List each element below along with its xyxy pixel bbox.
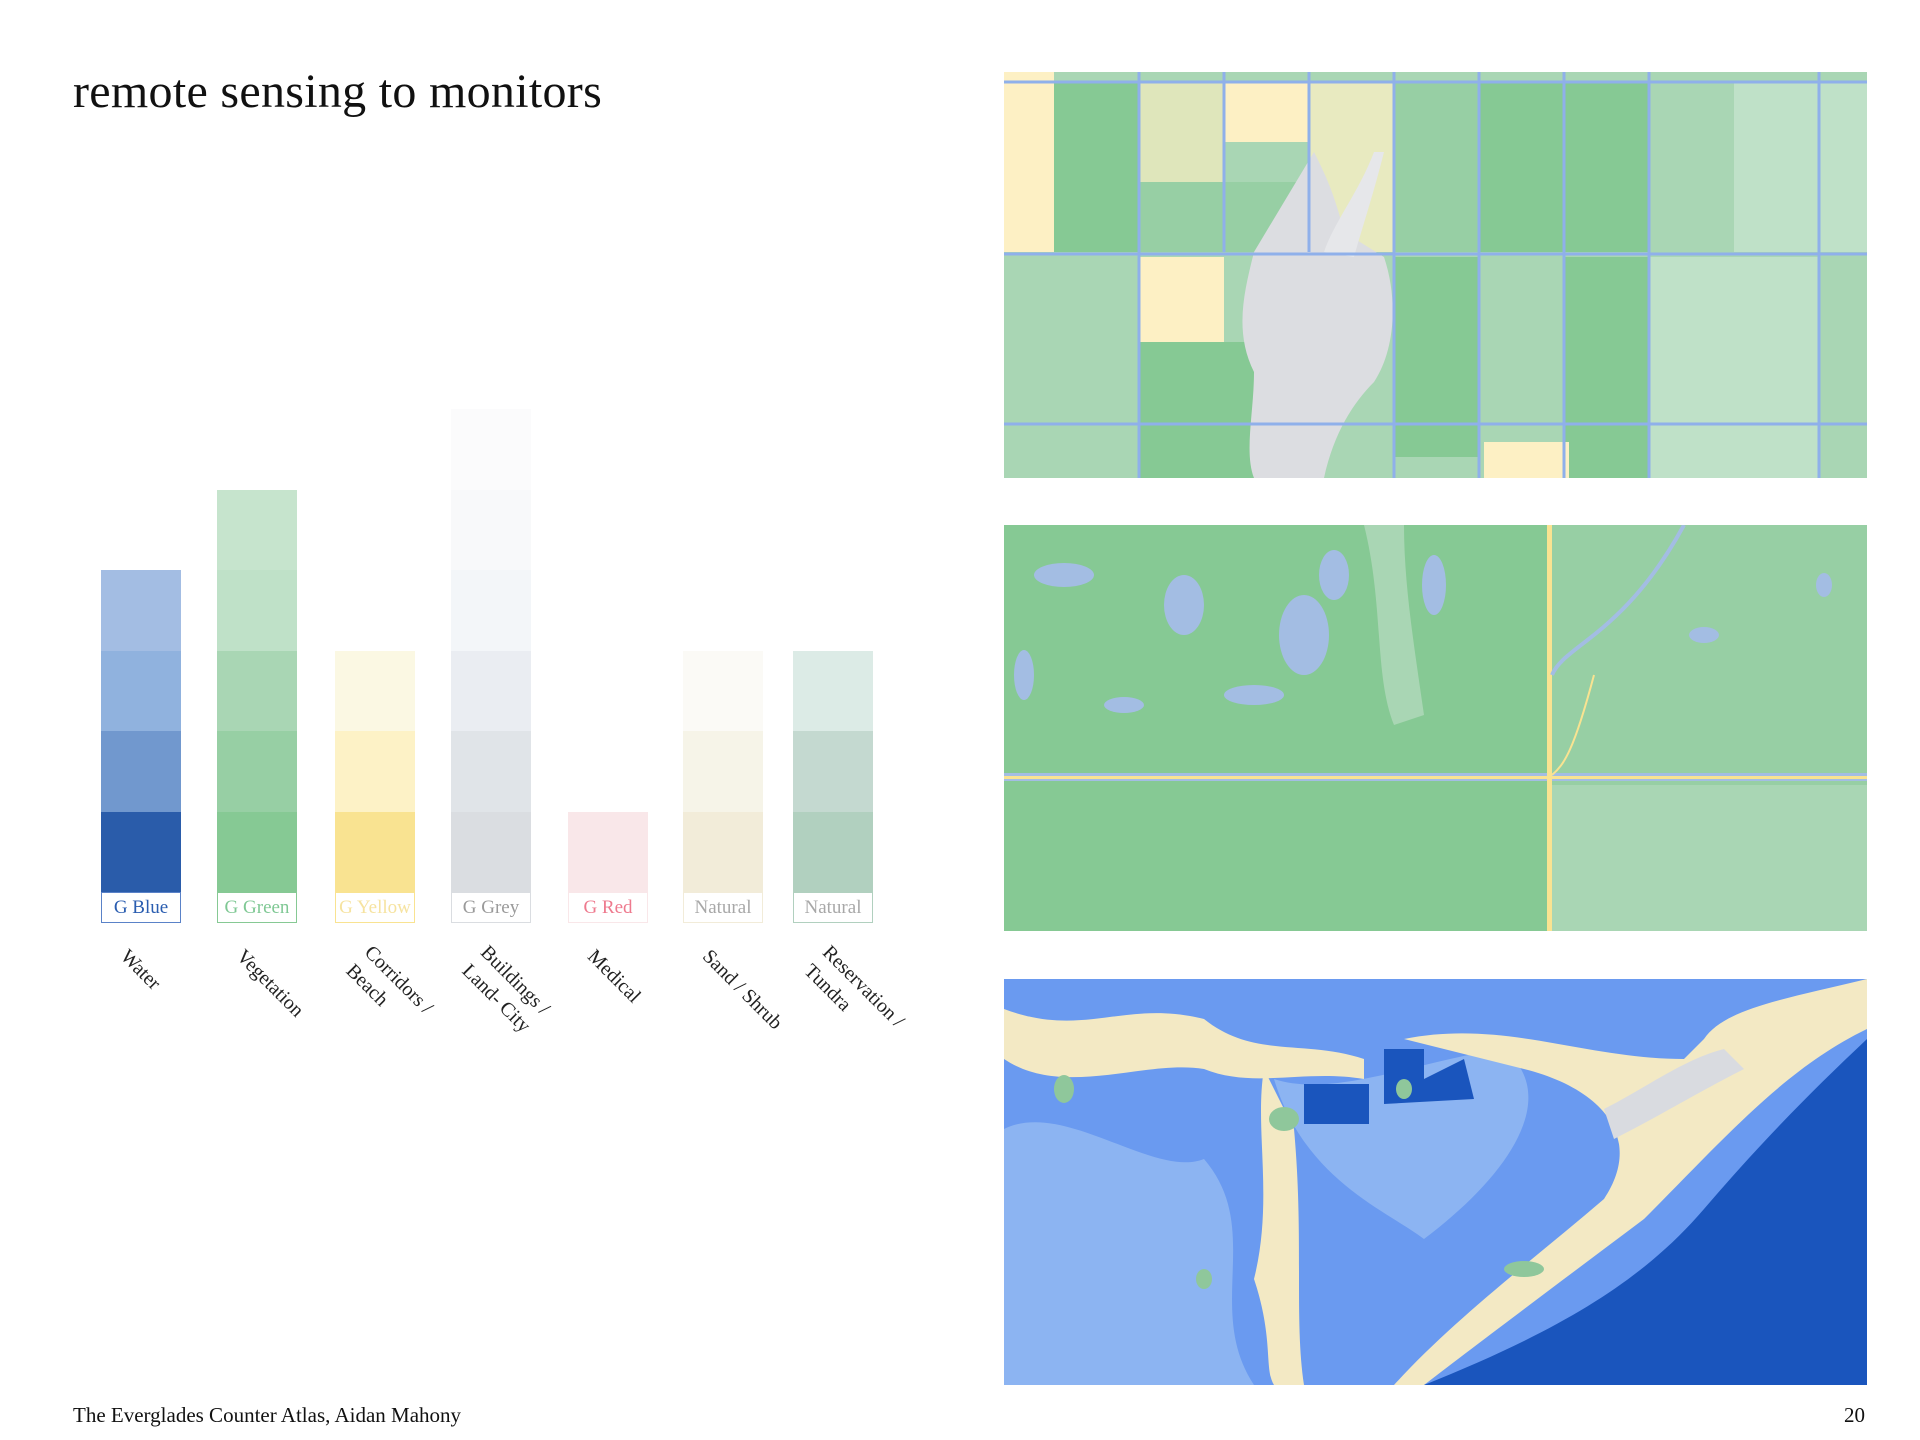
color-swatch [335,650,415,731]
color-swatch [217,570,297,651]
category-label: Water [115,944,167,996]
legend-bar [683,650,763,892]
color-swatch [101,731,181,812]
color-swatch [217,650,297,731]
category-label: Medical [582,944,647,1009]
footer-citation: The Everglades Counter Atlas, Aidan Maho… [73,1403,462,1427]
category-label: Buildings / Land- City [456,940,555,1039]
legend-bar [101,570,181,892]
color-swatch [335,811,415,892]
category-line: Medical [583,945,645,1008]
legend-label: Natural [793,892,873,923]
category-label: Vegetation [231,944,310,1023]
color-swatch [451,489,531,570]
color-swatch [101,570,181,651]
color-swatch [683,811,763,892]
legend-bar [568,811,648,892]
category-label: Reservation / Tundra [798,940,910,1052]
legend-label: G Red [568,892,648,923]
color-swatch [335,731,415,812]
category-line: Water [116,945,165,995]
category-label: Sand / Shrub [697,944,788,1035]
legend-label: G Blue [101,892,181,923]
color-swatch [793,811,873,892]
color-swatch [217,731,297,812]
legend-label: Natural [683,892,763,923]
color-swatch [451,731,531,812]
legend-bar [451,409,531,892]
color-swatch [793,650,873,731]
color-swatch [568,811,648,892]
map-agricultural-fields [1004,72,1867,478]
map-wetland-vegetation [1004,525,1867,931]
legend-label: G Green [217,892,297,923]
color-swatch [683,731,763,812]
legend-label: G Yellow [335,892,415,923]
color-swatch [451,570,531,651]
color-swatch [101,650,181,731]
page-number: 20 [1844,1403,1865,1427]
page-title: remote sensing to monitors [73,65,603,118]
category-line: Vegetation [232,945,309,1022]
legend-bar [335,650,415,892]
color-swatch [217,811,297,892]
color-swatch [451,650,531,731]
legend-bar [793,650,873,892]
color-swatch [101,811,181,892]
category-label: Corridors / Beach [340,940,438,1038]
map-coastal-water [1004,979,1867,1385]
color-swatch [217,489,297,570]
color-swatch [451,409,531,490]
legend-label: G Grey [451,892,531,923]
color-swatch [451,811,531,892]
category-line: Sand / Shrub [698,945,787,1035]
legend-bar [217,489,297,892]
color-swatch [683,650,763,731]
color-swatch [793,731,873,812]
